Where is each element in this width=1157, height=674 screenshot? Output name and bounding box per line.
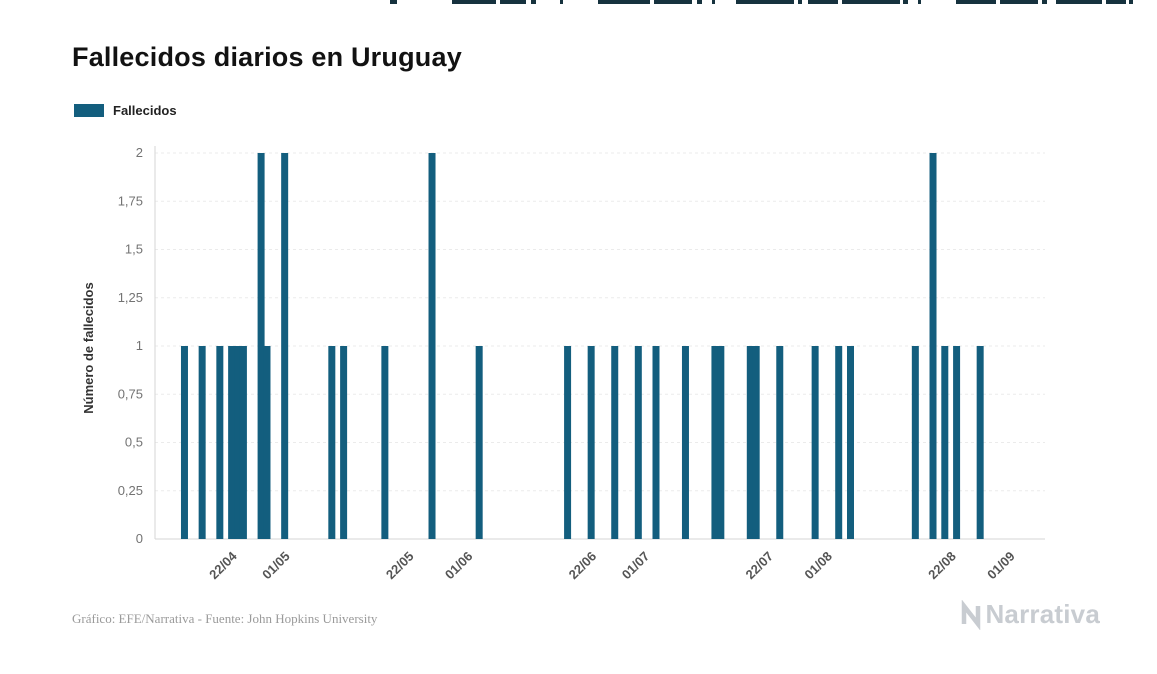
top-strip-segment (798, 0, 802, 4)
top-edge-artifact (0, 0, 1157, 5)
x-tick-label: 01/07 (619, 549, 653, 583)
y-tick-label: 1,5 (125, 242, 143, 257)
top-strip-segment (736, 0, 794, 4)
bar-23/08 (953, 346, 961, 539)
top-strip-segment (1042, 0, 1047, 4)
bar-30/06 (634, 346, 642, 539)
bar-18/05 (381, 346, 389, 539)
bar-13/07 (711, 346, 719, 539)
top-strip-segment (1000, 0, 1038, 4)
top-strip-segment (918, 0, 921, 4)
bar-01/05 (281, 153, 289, 539)
bar-18/06 (564, 346, 572, 539)
chart-title: Fallecidos diarios en Uruguay (72, 42, 462, 72)
x-tick-label: 01/06 (442, 549, 476, 583)
narrativa-wordmark: Narrativa (985, 599, 1100, 629)
top-strip-segment (1056, 0, 1102, 4)
bar-16/08 (911, 346, 919, 539)
deaths-bar-chart: 0 0,25 0,5 0,75 1 1,25 1,5 1,75 2 Número de falle… (81, 145, 1045, 583)
y-tick-label: 0 (136, 531, 143, 546)
x-tick-label: 22/06 (566, 549, 600, 583)
y-tick-label: 1 (136, 338, 143, 353)
legend-swatch (74, 104, 104, 117)
bar-03/07 (652, 346, 660, 539)
bar-20/04 (216, 346, 224, 539)
bar-14/07 (717, 346, 725, 539)
bar-17/04 (198, 346, 206, 539)
x-tick-label: 22/04 (206, 548, 240, 582)
x-tick-label: 22/07 (742, 549, 776, 583)
bar-03/08 (835, 346, 843, 539)
top-strip-segment (697, 0, 702, 4)
bar-05/08 (846, 346, 854, 539)
bar-08/07 (681, 346, 689, 539)
top-strip-segment (1106, 0, 1126, 4)
narrativa-logo: Narrativa (958, 599, 1100, 630)
top-strip-segment (842, 0, 900, 4)
top-strip-segment (654, 0, 692, 4)
bar-19/08 (929, 153, 937, 539)
y-tick-label: 0,5 (125, 435, 143, 450)
bar-26/05 (428, 153, 436, 539)
top-strip-segment (956, 0, 996, 4)
y-tick-label: 1,75 (118, 193, 143, 208)
x-tick-label: 01/09 (984, 549, 1018, 583)
legend-label: Fallecidos (113, 103, 177, 118)
bar-27/04 (257, 153, 265, 539)
bar-28/04 (263, 346, 271, 539)
top-strip-segment (598, 0, 650, 4)
bar-30/07 (811, 346, 819, 539)
bar-27/08 (976, 346, 984, 539)
bar-26/06 (611, 346, 619, 539)
top-strip-segment (808, 0, 838, 4)
x-tick-label: 22/08 (925, 549, 959, 583)
bar-03/06 (475, 346, 483, 539)
bar-20/07 (752, 346, 760, 539)
bar-21/08 (941, 346, 949, 539)
x-tick-label: 01/05 (259, 549, 293, 583)
narrativa-n-icon (962, 599, 981, 630)
top-strip-segment (390, 0, 397, 4)
top-strip-segment (531, 0, 536, 4)
legend-item-fallecidos[interactable]: Fallecidos (74, 103, 177, 118)
top-strip-segment (500, 0, 526, 4)
source-credit: Gráfico: EFE/Narrativa - Fuente: John Ho… (72, 611, 378, 626)
y-tick-label: 0,25 (118, 483, 143, 498)
bar-24/04 (239, 346, 247, 539)
top-strip-segment (452, 0, 496, 4)
bar-22/04 (228, 346, 236, 539)
bar-22/06 (587, 346, 595, 539)
y-axis-title: Número de fallecidos (81, 282, 96, 413)
bar-19/07 (746, 346, 754, 539)
x-tick-label: 01/08 (801, 549, 835, 583)
x-tick-label: 22/05 (383, 549, 417, 583)
bar-11/05 (340, 346, 348, 539)
y-tick-label: 2 (136, 145, 143, 160)
top-strip-segment (1129, 0, 1133, 4)
top-strip-segment (560, 0, 563, 4)
y-tick-label: 1,25 (118, 290, 143, 305)
bar-24/07 (776, 346, 784, 539)
top-strip-segment (903, 0, 908, 4)
y-tick-label: 0,75 (118, 386, 143, 401)
bar-23/04 (234, 346, 242, 539)
bar-14/04 (180, 346, 188, 539)
top-strip-segment (712, 0, 715, 4)
bar-09/05 (328, 346, 336, 539)
